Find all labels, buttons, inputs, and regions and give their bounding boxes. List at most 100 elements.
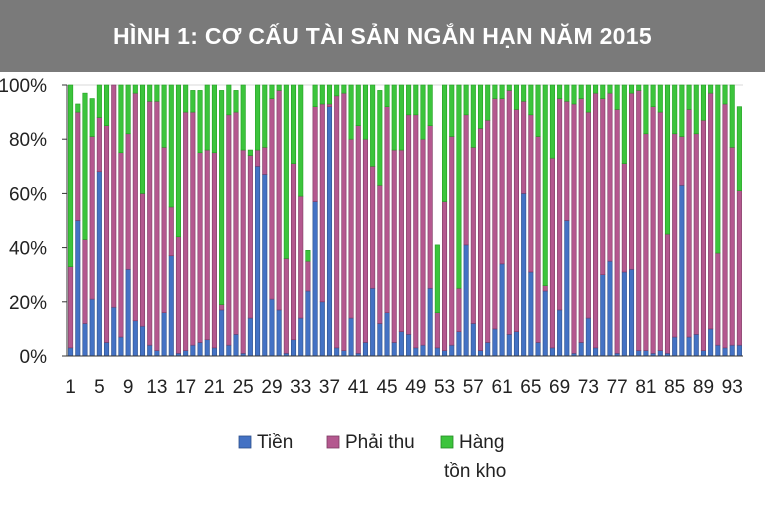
bar-tien-56 bbox=[463, 244, 469, 357]
bar-phai-thu-16 bbox=[175, 236, 182, 354]
x-tick-label: 69 bbox=[549, 377, 570, 398]
bar-hang-ton-kho-5 bbox=[96, 84, 102, 118]
bar-tien-42 bbox=[362, 342, 368, 357]
bar-tien-81 bbox=[643, 350, 649, 357]
bar-phai-thu-93 bbox=[729, 147, 735, 346]
bar-tien-91 bbox=[715, 344, 721, 357]
bar-phai-thu-92 bbox=[722, 103, 728, 349]
bar-hang-ton-kho-31 bbox=[283, 84, 289, 259]
bar-hang-ton-kho-82 bbox=[650, 84, 656, 107]
bar-phai-thu-89 bbox=[700, 119, 706, 351]
bar-tien-21 bbox=[211, 347, 217, 357]
bar-phai-thu-48 bbox=[406, 114, 412, 335]
bar-phai-thu-47 bbox=[398, 149, 404, 332]
bar-hang-ton-kho-53 bbox=[442, 84, 448, 202]
bar-hang-ton-kho-35 bbox=[312, 84, 318, 107]
bar-tien-19 bbox=[197, 342, 203, 357]
bar-phai-thu-37 bbox=[326, 103, 333, 107]
bar-hang-ton-kho-89 bbox=[700, 84, 706, 121]
y-tick-label: 20% bbox=[9, 293, 47, 314]
bar-hang-ton-kho-51 bbox=[427, 84, 433, 126]
bar-phai-thu-71 bbox=[571, 103, 577, 354]
bar-hang-ton-kho-34 bbox=[305, 250, 311, 262]
legend-label-hang-ton-kho-line2: tồn kho bbox=[444, 461, 506, 482]
bar-tien-13 bbox=[154, 350, 160, 357]
bar-tien-72 bbox=[578, 342, 584, 357]
bar-hang-ton-kho-49 bbox=[413, 84, 419, 116]
bar-phai-thu-3 bbox=[82, 239, 88, 324]
bar-tien-43 bbox=[370, 287, 376, 357]
bar-hang-ton-kho-20 bbox=[204, 84, 210, 151]
bar-hang-ton-kho-27 bbox=[255, 84, 261, 151]
bar-phai-thu-90 bbox=[708, 92, 714, 330]
bar-hang-ton-kho-15 bbox=[168, 84, 174, 208]
bar-hang-ton-kho-76 bbox=[607, 84, 613, 94]
bar-phai-thu-24 bbox=[233, 111, 239, 335]
bar-tien-78 bbox=[621, 271, 627, 357]
bar-phai-thu-67 bbox=[542, 285, 548, 292]
bar-hang-ton-kho-93 bbox=[729, 84, 735, 148]
x-tick-label: 17 bbox=[175, 377, 196, 398]
x-tick-label: 5 bbox=[94, 377, 105, 398]
bar-hang-ton-kho-57 bbox=[470, 84, 476, 148]
bar-tien-88 bbox=[693, 334, 699, 357]
x-tick-label: 21 bbox=[204, 377, 225, 398]
x-tick-label: 81 bbox=[635, 377, 656, 398]
bar-hang-ton-kho-62 bbox=[506, 84, 512, 91]
bar-phai-thu-6 bbox=[104, 125, 110, 343]
bar-hang-ton-kho-10 bbox=[132, 84, 138, 94]
bar-hang-ton-kho-16 bbox=[175, 84, 182, 238]
bar-tien-51 bbox=[427, 287, 433, 357]
bar-phai-thu-35 bbox=[312, 106, 318, 202]
bar-tien-10 bbox=[132, 320, 138, 357]
bar-phai-thu-43 bbox=[370, 166, 376, 289]
bar-hang-ton-kho-88 bbox=[693, 84, 699, 135]
x-tick-label: 61 bbox=[492, 377, 513, 398]
bar-tien-66 bbox=[535, 342, 541, 357]
bar-hang-ton-kho-80 bbox=[636, 84, 642, 91]
bar-tien-86 bbox=[679, 184, 685, 357]
bar-hang-ton-kho-26 bbox=[247, 149, 253, 156]
bar-phai-thu-68 bbox=[549, 157, 555, 349]
bar-tien-2 bbox=[75, 220, 81, 357]
bar-hang-ton-kho-19 bbox=[197, 90, 203, 154]
bar-tien-20 bbox=[204, 339, 210, 357]
bar-hang-ton-kho-6 bbox=[104, 84, 110, 126]
bar-phai-thu-38 bbox=[334, 95, 340, 349]
bar-phai-thu-12 bbox=[147, 100, 153, 346]
bar-hang-ton-kho-40 bbox=[348, 84, 354, 140]
bar-phai-thu-13 bbox=[154, 100, 160, 351]
bar-tien-9 bbox=[125, 268, 131, 357]
bar-phai-thu-28 bbox=[262, 147, 268, 175]
chart-area: 0% 20% 40% 60% 80% 100% 1 5 9 13 17 21 25 29 33 37 41 45… bbox=[0, 72, 765, 504]
bar-hang-ton-kho-38 bbox=[334, 84, 340, 97]
bar-phai-thu-78 bbox=[621, 163, 627, 273]
x-tick-label: 37 bbox=[319, 377, 340, 398]
title-bar: HÌNH 1: CƠ CẤU TÀI SẢN NGẮN HẠN NĂM 2015 bbox=[0, 0, 765, 72]
bar-hang-ton-kho-69 bbox=[557, 84, 563, 99]
bar-hang-ton-kho-29 bbox=[269, 84, 275, 99]
x-tick-label: 33 bbox=[290, 377, 311, 398]
bar-tien-54 bbox=[449, 344, 455, 357]
bar-phai-thu-77 bbox=[614, 109, 620, 354]
bar-phai-thu-33 bbox=[298, 195, 304, 319]
bar-tien-74 bbox=[593, 347, 599, 357]
bar-hang-ton-kho-54 bbox=[449, 84, 455, 137]
bar-hang-ton-kho-33 bbox=[298, 84, 304, 197]
bar-hang-ton-kho-78 bbox=[621, 84, 627, 164]
bar-hang-ton-kho-36 bbox=[319, 84, 325, 105]
bar-phai-thu-49 bbox=[413, 114, 419, 349]
bar-tien-64 bbox=[521, 193, 527, 357]
bar-hang-ton-kho-48 bbox=[406, 84, 412, 116]
bar-tien-17 bbox=[183, 350, 189, 357]
bar-hang-ton-kho-58 bbox=[477, 84, 484, 129]
x-tick-label: 41 bbox=[348, 377, 369, 398]
bar-hang-ton-kho-22 bbox=[219, 90, 225, 305]
bar-phai-thu-5 bbox=[96, 117, 102, 173]
bar-hang-ton-kho-71 bbox=[571, 84, 577, 105]
legend-swatch-hang-ton-kho bbox=[440, 435, 454, 449]
x-axis: 1 5 9 13 17 21 25 29 33 37 41 45 49 53 57 61 65 69 73 77 81 8… bbox=[65, 355, 743, 398]
bar-phai-thu-41 bbox=[355, 125, 361, 354]
bar-hang-ton-kho-55 bbox=[456, 84, 462, 289]
bar-phai-thu-88 bbox=[693, 133, 699, 335]
